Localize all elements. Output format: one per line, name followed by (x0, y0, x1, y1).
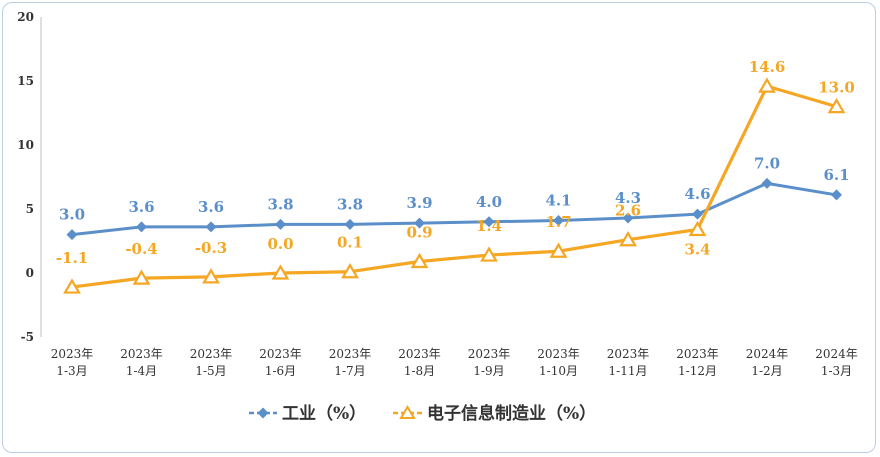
data-point-triangle (688, 220, 707, 237)
data-point-diamond (344, 218, 356, 230)
data-point-triangle (202, 268, 220, 284)
data-label: 3.4 (684, 240, 710, 258)
data-point-diamond (553, 215, 564, 227)
data-label: 3.8 (337, 195, 363, 213)
x-tick-label-year: 2024年 (815, 347, 858, 361)
x-tick-label-period: 1-6月 (265, 364, 296, 378)
data-label: 13.0 (818, 79, 855, 97)
data-label: 0.9 (406, 223, 432, 241)
legend-marker-triangle (399, 405, 416, 419)
x-tick-label-period: 1-8月 (404, 364, 435, 378)
data-label: -0.4 (125, 240, 157, 258)
x-tick-label-year: 2023年 (120, 347, 163, 361)
y-tick-label: 10 (17, 138, 34, 152)
data-label: 0.0 (267, 235, 293, 253)
data-label: 3.8 (267, 195, 293, 213)
data-point-diamond (761, 177, 773, 189)
y-tick-label: 0 (26, 266, 34, 280)
data-point-diamond (205, 221, 217, 233)
x-tick-label-period: 1-5月 (195, 364, 226, 378)
data-label: 7.0 (754, 154, 780, 172)
data-label: -0.3 (195, 239, 227, 257)
data-label: 2.6 (615, 202, 641, 220)
y-tick-label: 20 (17, 10, 34, 24)
data-point-triangle (410, 252, 429, 269)
y-tick-label: 5 (26, 202, 34, 216)
data-point-triangle (63, 278, 81, 294)
legend-marker-diamond (257, 407, 269, 419)
x-tick-label-period: 1-3月 (821, 364, 852, 378)
data-point-diamond (622, 212, 634, 224)
x-tick-label-year: 2023年 (329, 347, 372, 361)
x-tick-label-period: 1-7月 (334, 364, 365, 378)
data-label: 3.0 (59, 206, 85, 224)
x-tick-label-year: 2023年 (607, 347, 650, 361)
series-line-2 (71, 84, 837, 289)
data-point-triangle (758, 77, 776, 93)
data-point-diamond (66, 229, 78, 241)
x-tick-label-period: 1-12月 (678, 364, 717, 378)
data-point-diamond (136, 221, 147, 233)
data-label: 4.0 (476, 193, 502, 211)
y-tick-label: 15 (17, 74, 34, 88)
data-point-triangle (480, 246, 498, 262)
data-point-triangle (827, 97, 846, 114)
x-tick-label-year: 2024年 (746, 347, 789, 361)
data-point-triangle (619, 231, 637, 247)
x-tick-label-period: 1-9月 (473, 364, 504, 378)
data-label: 4.6 (684, 185, 710, 203)
data-label: 3.6 (128, 198, 154, 216)
data-point-triangle (341, 263, 359, 279)
data-label: 14.6 (749, 58, 786, 76)
x-tick-label-year: 2023年 (51, 347, 94, 361)
x-tick-label-period: 1-11月 (609, 364, 648, 378)
x-tick-label-year: 2023年 (398, 347, 441, 361)
data-point-triangle (271, 264, 290, 280)
x-tick-label-period: 1-10月 (539, 364, 578, 378)
data-label: -1.1 (56, 249, 88, 267)
data-label: 4.3 (615, 189, 641, 207)
x-tick-label-year: 2023年 (259, 347, 302, 361)
data-point-triangle (132, 269, 151, 285)
data-point-triangle (549, 242, 568, 258)
data-point-diamond (692, 208, 703, 220)
data-label: 6.1 (823, 166, 849, 184)
legend-label-1: 工业（%） (282, 403, 366, 424)
data-point-diamond (483, 216, 495, 228)
data-label: 4.1 (545, 192, 571, 210)
series-line-1 (71, 181, 837, 237)
data-label: 3.9 (406, 194, 432, 212)
data-point-diamond (275, 218, 286, 230)
data-label: 1.7 (545, 213, 571, 231)
data-label: 1.4 (476, 217, 502, 235)
data-point-diamond (831, 189, 842, 201)
x-tick-label-year: 2023年 (537, 347, 580, 361)
legend-label-2: 电子信息制造业（%） (427, 403, 596, 424)
x-tick-label-year: 2023年 (468, 347, 511, 361)
x-tick-label-year: 2023年 (676, 347, 719, 361)
x-tick-label-period: 1-3月 (56, 364, 87, 378)
x-tick-label-year: 2023年 (190, 347, 233, 361)
data-label: 0.1 (337, 234, 363, 252)
x-tick-label-period: 1-4月 (126, 364, 157, 378)
y-tick-label: -5 (21, 330, 34, 344)
x-tick-label-period: 1-2月 (751, 364, 782, 378)
data-label: 3.6 (198, 198, 224, 216)
data-point-diamond (414, 217, 425, 229)
